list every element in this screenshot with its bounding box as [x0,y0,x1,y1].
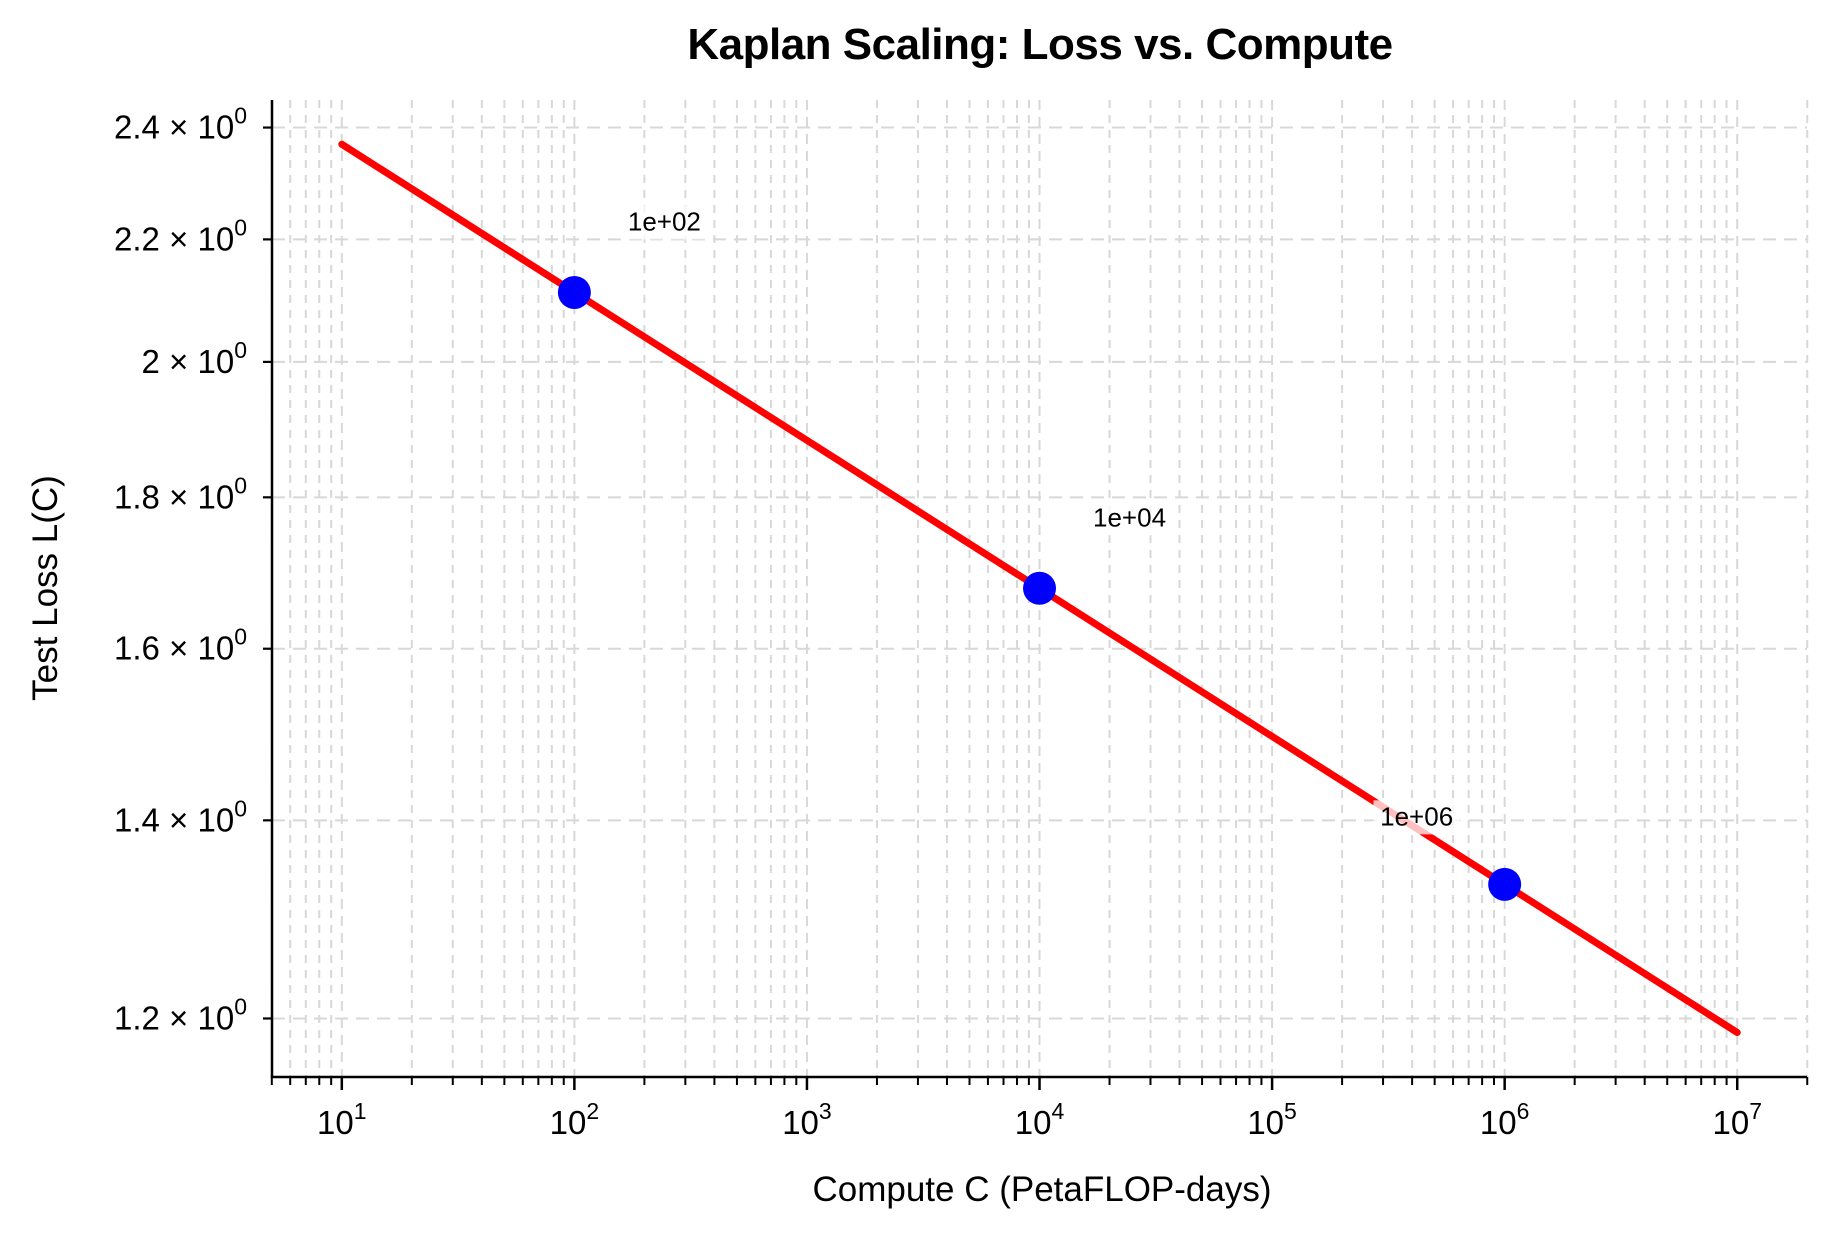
x-tick-label: 106 [1480,1098,1530,1141]
y-tick-label: 1.4 × 100 [114,795,247,838]
y-tick-label: 1.8 × 100 [114,472,247,515]
y-tick-label: 1.2 × 100 [114,993,247,1036]
annotation-label: 1e+02 [620,205,708,240]
y-axis-label: Test Loss L(C) [26,475,65,701]
annotation-label: 1e+04 [1086,501,1174,535]
data-point [557,275,591,309]
y-tick-label: 1.6 × 100 [114,624,247,667]
x-tick-label: 104 [1015,1098,1065,1141]
y-tick-label: 2 × 100 [142,337,247,380]
y-tick-label: 2.2 × 100 [114,214,247,257]
x-tick-label: 105 [1247,1098,1297,1141]
y-tick-label: 2.4 × 100 [114,103,247,146]
x-tick-label: 107 [1712,1098,1762,1141]
data-point [1023,571,1057,605]
data-point [1488,867,1522,901]
x-tick-label: 103 [782,1098,832,1141]
annotation-label: 1e+06 [1373,800,1461,834]
x-tick-label: 101 [317,1098,367,1141]
x-tick-label: 102 [550,1098,600,1141]
x-axis-label: Compute C (PetaFLOP-days) [812,1170,1272,1209]
chart-title: Kaplan Scaling: Loss vs. Compute [687,20,1393,69]
